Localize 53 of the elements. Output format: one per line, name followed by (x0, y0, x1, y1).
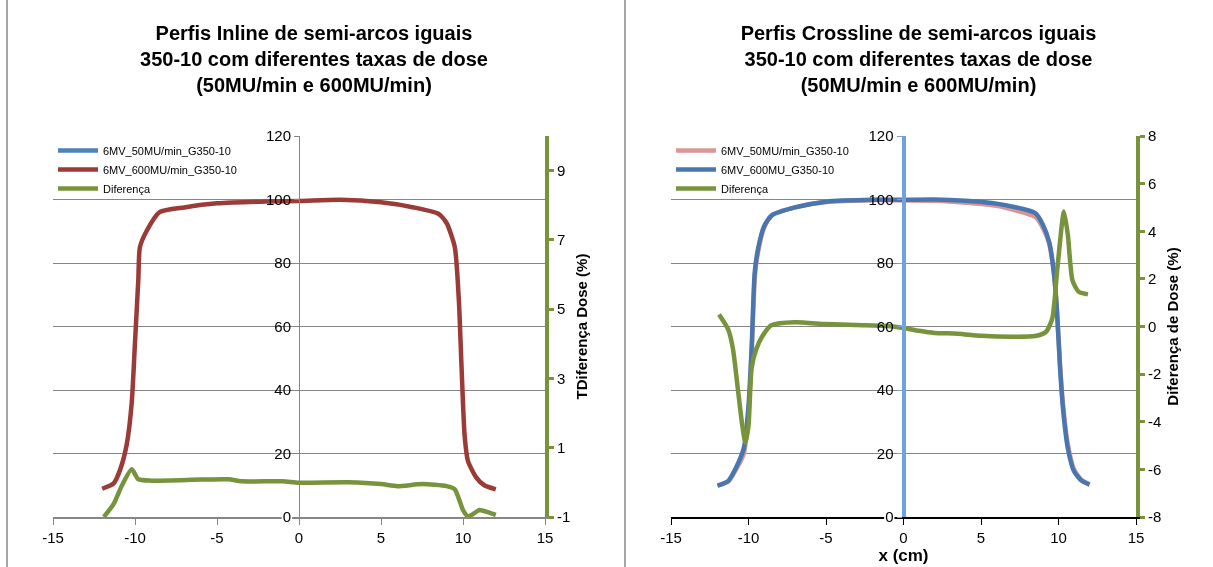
line-series (99, 197, 499, 492)
legend-label: 6MV_600MU/min_G350-10 (103, 163, 237, 176)
y-tick-label: 80 (876, 254, 894, 272)
x-tick-label: 10 (1050, 528, 1067, 546)
y-tick-label: 120 (868, 127, 894, 145)
x-tick-label: -15 (660, 528, 682, 546)
y-tick-label: 80 (274, 254, 291, 272)
chart-title: Perfis Crossline de semi-arcos iguais 350-10 com diferentes taxas de dose (50MU/min e 600MU/min) (740, 21, 1097, 96)
x-tick-label: 15 (536, 528, 554, 546)
y2-tick-label: 3 (557, 369, 566, 387)
y2-axis-title: Diferença de Dose (%) (1163, 247, 1181, 406)
y-tick-label: 40 (274, 381, 291, 399)
legend-label: Diferença (721, 182, 769, 195)
x-tick-label: -10 (124, 528, 146, 546)
y2-tick-label: 1 (557, 438, 566, 456)
x-tick-label: -10 (737, 528, 760, 546)
y2-tick-label: -6 (1148, 460, 1162, 478)
y-tick-label: 40 (876, 381, 894, 399)
legend-label: 6MV_50MU/min_G350-10 (103, 144, 231, 157)
y2-tick-label: -1 (557, 508, 571, 526)
x-tick-label: -5 (210, 528, 224, 546)
y2-tick-label: 8 (1148, 127, 1157, 145)
y2-tick-label: 6 (1148, 174, 1157, 192)
y2-tick-label: 7 (557, 231, 566, 249)
y2-tick-label: 4 (1148, 222, 1157, 240)
x-tick-label: 0 (294, 528, 304, 546)
x-tick-label: -5 (819, 528, 833, 546)
x-tick-label: 10 (454, 528, 472, 546)
y2-tick-label: -8 (1148, 508, 1162, 526)
legend-label: 6MV_600MU_G350-10 (721, 163, 835, 176)
y-tick-label: 60 (274, 317, 291, 335)
x-axis-title: x (cm) (878, 545, 929, 565)
x-tick-label: 5 (976, 528, 986, 546)
x-tick-label: 15 (1127, 528, 1145, 546)
y2-tick-label: -2 (1148, 365, 1162, 383)
y-tick-label: 0 (885, 508, 894, 526)
y-tick-label: 0 (282, 508, 291, 526)
legend-label: Diferença (103, 182, 151, 195)
y2-tick-label: 9 (557, 161, 566, 179)
y2-tick-label: 2 (1148, 270, 1157, 288)
legend-label: 6MV_50MU/min_G350-10 (721, 144, 849, 157)
y-tick-label: 120 (265, 127, 291, 145)
x-tick-label: -15 (42, 528, 64, 546)
line-series (716, 209, 1091, 445)
x-tick-label: 0 (899, 528, 908, 546)
y-tick-label: 20 (274, 444, 291, 462)
y2-tick-label: 5 (557, 300, 566, 318)
y2-tick-label: 0 (1148, 317, 1157, 335)
y-tick-label: 20 (876, 444, 894, 462)
y2-tick-label: -4 (1148, 413, 1162, 430)
x-tick-label: 5 (376, 528, 386, 546)
chart-title: Perfis Inline de semi-arcos iguais 350-10 com diferentes taxas de dose (50MU/min e 600MU/min) (140, 21, 488, 96)
y2-axis-title: TDiferença Dose (%) (572, 253, 590, 400)
